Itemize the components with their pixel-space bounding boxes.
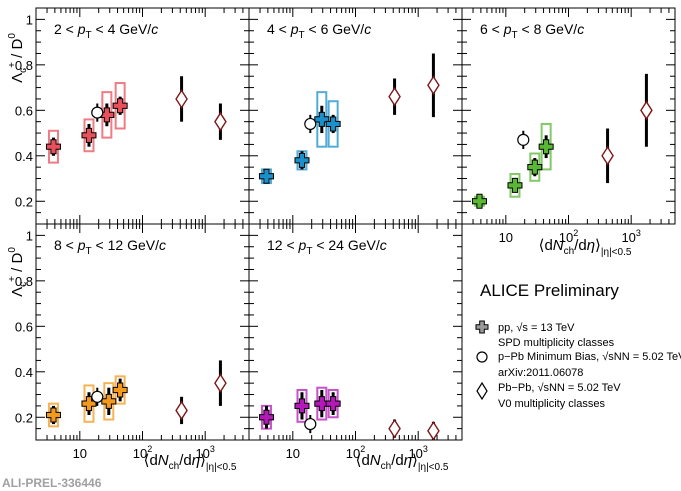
x-axis-title: ⟨dNch/dη⟩|η|<0.5 [144,452,237,473]
pbpb-marker [214,111,227,132]
legend-pp-label: pp, √s = 13 TeV [498,322,575,334]
pbpb-marker [214,373,227,393]
y-tick-label: 0.6 [15,319,33,334]
pp-marker [258,168,274,184]
legend-pbpb-marker [476,381,488,401]
y-axis-title-text: Λc+ / D0 [7,247,29,297]
ppb-marker [304,417,317,431]
y-tick-label: 0.2 [15,410,33,425]
panel-pt-label: 8 < pT < 12 GeV/c [54,237,166,257]
ppb-marker [91,390,104,403]
pbpb-marker [601,146,614,166]
pp-marker [112,382,128,398]
x-axis-title: ⟨dNch/dη⟩|η|<0.5 [356,452,449,473]
watermark: ALI-PREL-336446 [2,476,102,490]
pbpb-marker [388,86,401,107]
y-tick-label: 1 [26,12,33,27]
y-axis-title-text: Λc+ / D0 [7,33,29,83]
pbpb-marker [388,418,401,439]
y-axis-title: Λc+ / D0 [7,247,29,297]
legend-ppb-label: p−Pb Minimum Bias, √sNN = 5.02 TeV [498,351,681,363]
pp-marker [45,139,61,155]
panel-pt-label: 4 < pT < 6 GeV/c [267,21,371,41]
y-tick-label: 0.4 [15,365,33,380]
pp-marker [294,398,310,414]
legend-pbpb-label: Pb−Pb, √sNN = 5.02 TeV [498,382,621,394]
panel-frame [461,7,676,225]
pp-marker [314,396,330,412]
x-axis-title: ⟨dNch/dη⟩|η|<0.5 [539,237,632,258]
pbpb-marker [427,75,440,96]
panel-3: 6 < pT < 8 GeV/c [461,7,676,225]
pp-marker [81,396,97,412]
panel-5: 12 < pT < 24 GeV/c [248,223,463,441]
pp-marker [325,116,341,132]
pp-marker [538,139,554,155]
pp-marker [471,193,487,209]
pbpb-marker [640,100,653,121]
x-tick-label: 10 [499,230,513,245]
panel-frame [35,223,250,441]
legend-ppb-sublabel: arXiv:2011.06078 [498,367,583,379]
legend-ppb-marker [476,351,488,363]
pp-marker [527,159,543,175]
y-tick-label: 0.6 [15,103,33,118]
panel-frame [248,223,463,441]
x-tick-label: 10 [286,446,300,461]
y-tick-label: 0.2 [15,194,33,209]
panel-pt-label: 12 < pT < 24 GeV/c [267,237,387,257]
legend-pp-marker [475,320,489,334]
pp-marker [325,396,341,412]
pp-marker [314,111,330,127]
y-tick-label: 0.4 [15,149,33,164]
y-tick-label: 0.8 [15,58,33,73]
x-tick-label: 10 [73,446,87,461]
alice-preliminary-label: ALICE Preliminary [480,281,619,300]
pp-marker [258,409,274,425]
panel-frame [35,7,250,225]
panel-pt-label: 2 < pT < 4 GeV/c [54,21,158,41]
ppb-marker [517,133,530,146]
pp-marker [81,127,97,143]
panel-pt-label: 6 < pT < 8 GeV/c [480,21,584,41]
pp-marker [507,177,523,193]
y-axis-title: Λc+ / D0 [7,33,29,83]
x-tick-label: 103 [621,228,640,245]
legend-pbpb-sublabel: V0 multiplicity classes [498,398,605,410]
pbpb-marker [427,421,440,441]
y-tick-label: 1 [26,228,33,243]
pbpb-marker [175,89,188,109]
panel-frame [248,7,463,225]
pp-marker [294,152,310,168]
pp-marker [112,98,128,114]
pbpb-marker [175,400,188,421]
y-tick-label: 0.8 [15,274,33,289]
ppb-marker [304,117,317,131]
panel-2: 4 < pT < 6 GeV/c [248,7,463,225]
ppb-marker [91,106,104,119]
panel-4: 8 < pT < 12 GeV/c [35,223,250,441]
panel-1: 2 < pT < 4 GeV/c [35,7,250,225]
pp-marker [45,407,61,423]
legend-pp-sublabel: SPD multiplicity classes [498,337,615,349]
